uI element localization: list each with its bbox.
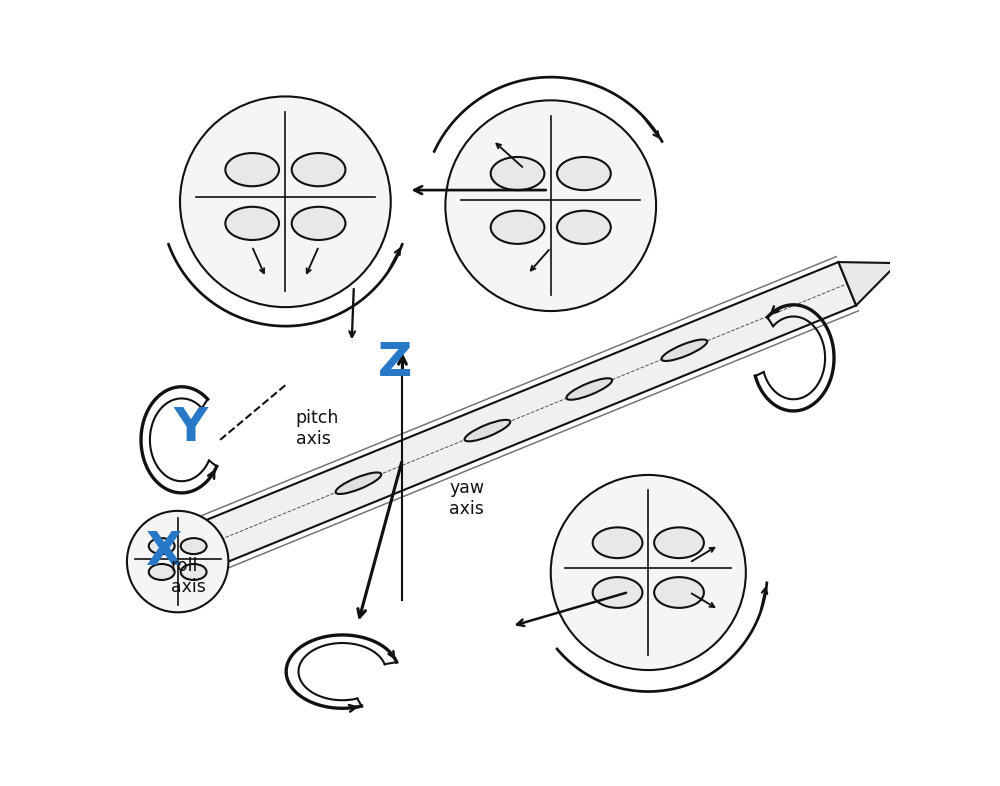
Circle shape (127, 511, 228, 612)
Ellipse shape (225, 207, 279, 240)
Circle shape (551, 475, 746, 670)
Polygon shape (159, 262, 856, 582)
Ellipse shape (593, 577, 642, 608)
Ellipse shape (557, 211, 611, 244)
Ellipse shape (149, 564, 175, 580)
Ellipse shape (491, 211, 544, 244)
Circle shape (445, 101, 656, 311)
Ellipse shape (181, 538, 207, 554)
Ellipse shape (654, 577, 704, 608)
Ellipse shape (149, 538, 175, 554)
Ellipse shape (465, 420, 510, 441)
Polygon shape (838, 262, 898, 306)
Text: Y: Y (173, 406, 207, 450)
Ellipse shape (566, 378, 612, 400)
Ellipse shape (181, 564, 207, 580)
Ellipse shape (557, 157, 611, 190)
Ellipse shape (292, 153, 345, 186)
Ellipse shape (292, 207, 345, 240)
Ellipse shape (654, 527, 704, 558)
Circle shape (180, 97, 391, 307)
Ellipse shape (336, 472, 381, 494)
Ellipse shape (661, 340, 707, 361)
Text: Z: Z (378, 341, 412, 386)
Text: roll
axis: roll axis (171, 557, 206, 596)
Text: X: X (145, 531, 181, 575)
Text: yaw
axis: yaw axis (449, 479, 484, 518)
Ellipse shape (491, 157, 544, 190)
Ellipse shape (593, 527, 642, 558)
Ellipse shape (147, 550, 190, 571)
Ellipse shape (225, 153, 279, 186)
Text: pitch
axis: pitch axis (296, 409, 339, 447)
